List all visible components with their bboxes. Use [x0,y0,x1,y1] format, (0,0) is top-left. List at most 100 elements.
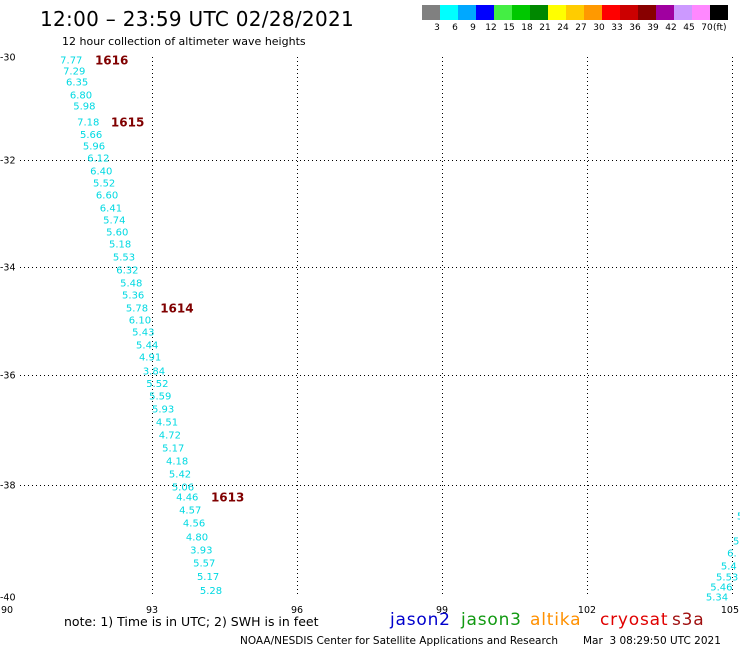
wave-height-label: 4.80 [186,533,208,544]
legend-swatch [566,5,584,20]
legend-swatch [494,5,512,20]
wave-height-label: 5.18 [109,239,131,250]
wave-height-label: 5.66 [80,130,102,141]
pass-time-labels: 1616 1615 1614 1613 [95,54,244,505]
legend-label: 70 [701,23,713,33]
legend-label: 3 [434,23,440,33]
credit-line: NOAA/NESDIS Center for Satellite Applica… [240,635,558,647]
wave-height-label: 6.32 [116,266,138,277]
wave-height-label: 6.41 [100,204,122,215]
graticule [20,57,740,597]
pass-time-label: 1614 [160,302,193,316]
legend-label: 18 [521,23,533,33]
wave-height-label: 5.44 [136,340,158,351]
lon-tick-label: 90 [1,605,13,616]
wave-height-label: 6.12 [87,153,109,164]
lon-tick-label: 99 [436,605,448,616]
wave-height-label: 5.53 [113,252,135,263]
satellite-label-jason2: jason2 [390,610,451,630]
wave-height-label: 3.93 [190,545,212,556]
satellite-label-jason3: jason3 [461,610,522,630]
legend-label: 24 [557,23,569,33]
wave-height-label: 6.10 [129,315,151,326]
plot-title: 12:00 – 23:59 UTC 02/28/2021 [40,7,355,31]
legend-label: 15 [503,23,515,33]
legend-label: 30 [593,23,605,33]
wave-height-label: 5.60 [106,228,128,239]
legend-label: 27 [575,23,587,33]
wave-height-label: 5.42 [169,470,191,481]
legend-swatch [710,5,728,20]
satellite-label-altika: altika [530,610,582,630]
wave-height-label: 5.52 [93,179,115,190]
wave-height-label: 5.06 [172,483,194,494]
legend-swatch [530,5,548,20]
wave-height-label: 5.17 [197,572,219,583]
legend-label: 42 [665,23,677,33]
wave-height-label: 4.56 [183,519,205,530]
wave-height-label: 6.80 [70,91,92,102]
lat-tick-label: -40 [0,593,16,604]
satellite-label-cryosat: cryosat [600,610,669,630]
legend-swatch [458,5,476,20]
lat-tick-label: -32 [0,156,16,167]
lat-tick-label: -36 [0,371,16,382]
wave-height-label: 4.51 [156,417,178,428]
plot-subtitle: 12 hour collection of altimeter wave hei… [62,35,306,48]
lon-tick-label: 102 [578,605,596,616]
wave-height-label: 5.93 [152,405,174,416]
wave-height-label: 5.78 [126,304,148,315]
legend-label: 33 [611,23,623,33]
wave-height-label: 5.36 [122,291,144,302]
legend-swatch [548,5,566,20]
wave-height-label: 5.96 [83,142,105,153]
pass-time-label: 1616 [95,54,128,68]
wave-height-label: 7.29 [63,66,85,77]
legend-swatch [476,5,494,20]
footnote: note: 1) Time is in UTC; 2) SWH is in fe… [64,614,319,629]
wave-height-label: 3.84 [143,367,165,378]
wave-height-label: 5.43 [132,327,154,338]
wave-height-label: 4.72 [159,430,181,441]
legend-label: 12 [485,23,497,33]
pass-time-label: 1615 [111,115,144,129]
lon-tick-label: 96 [291,605,303,616]
legend-swatch [674,5,692,20]
lat-tick-label: -30 [0,53,16,64]
legend-label: 45 [683,23,695,33]
wave-height-label: 5.28 [200,586,222,597]
color-scale-legend: (ft) 3 6 9 12 15 18 21 24 27 30 33 36 39 42 45 70 [0,0,740,40]
wave-height-label: 5.59 [149,391,171,402]
legend-label: 36 [629,23,641,33]
wave-height-label: 7.77 [60,56,82,67]
wave-height-label: 5.52 [146,379,168,390]
wave-height-label: 5.17 [162,444,184,455]
legend-label: 21 [539,23,551,33]
wave-height-label: 6.40 [90,167,112,178]
legend-label: 9 [470,23,476,33]
wave-height-label: 5.34 [706,593,728,604]
wave-height-label: 5.57 [193,558,215,569]
wave-height-label: 6. [727,548,737,559]
wave-height-label: 6.35 [66,78,88,89]
legend-swatch [512,5,530,20]
legend-swatch [602,5,620,20]
wave-height-label: 7.18 [77,117,99,128]
pass-time-label: 1613 [211,490,244,504]
wave-height-labels: 7.777.296.35 6.805.98 7.18 5.665.966.12 6.40… [60,56,740,604]
wave-height-label: 5.48 [120,279,142,290]
lat-tick-label: -38 [0,481,16,492]
lon-tick-label: 93 [146,605,158,616]
legend-swatch [692,5,710,20]
legend-swatch [656,5,674,20]
wave-height-label: 4.46 [176,492,198,503]
satellite-label-s3a: s3a [672,610,705,630]
wave-height-label: 5.4 [721,562,737,573]
legend-swatch [422,5,440,20]
wave-height-label: 5 [737,511,740,522]
lat-tick-label: -34 [0,263,16,274]
legend-swatch [440,5,458,20]
legend-swatch [638,5,656,20]
